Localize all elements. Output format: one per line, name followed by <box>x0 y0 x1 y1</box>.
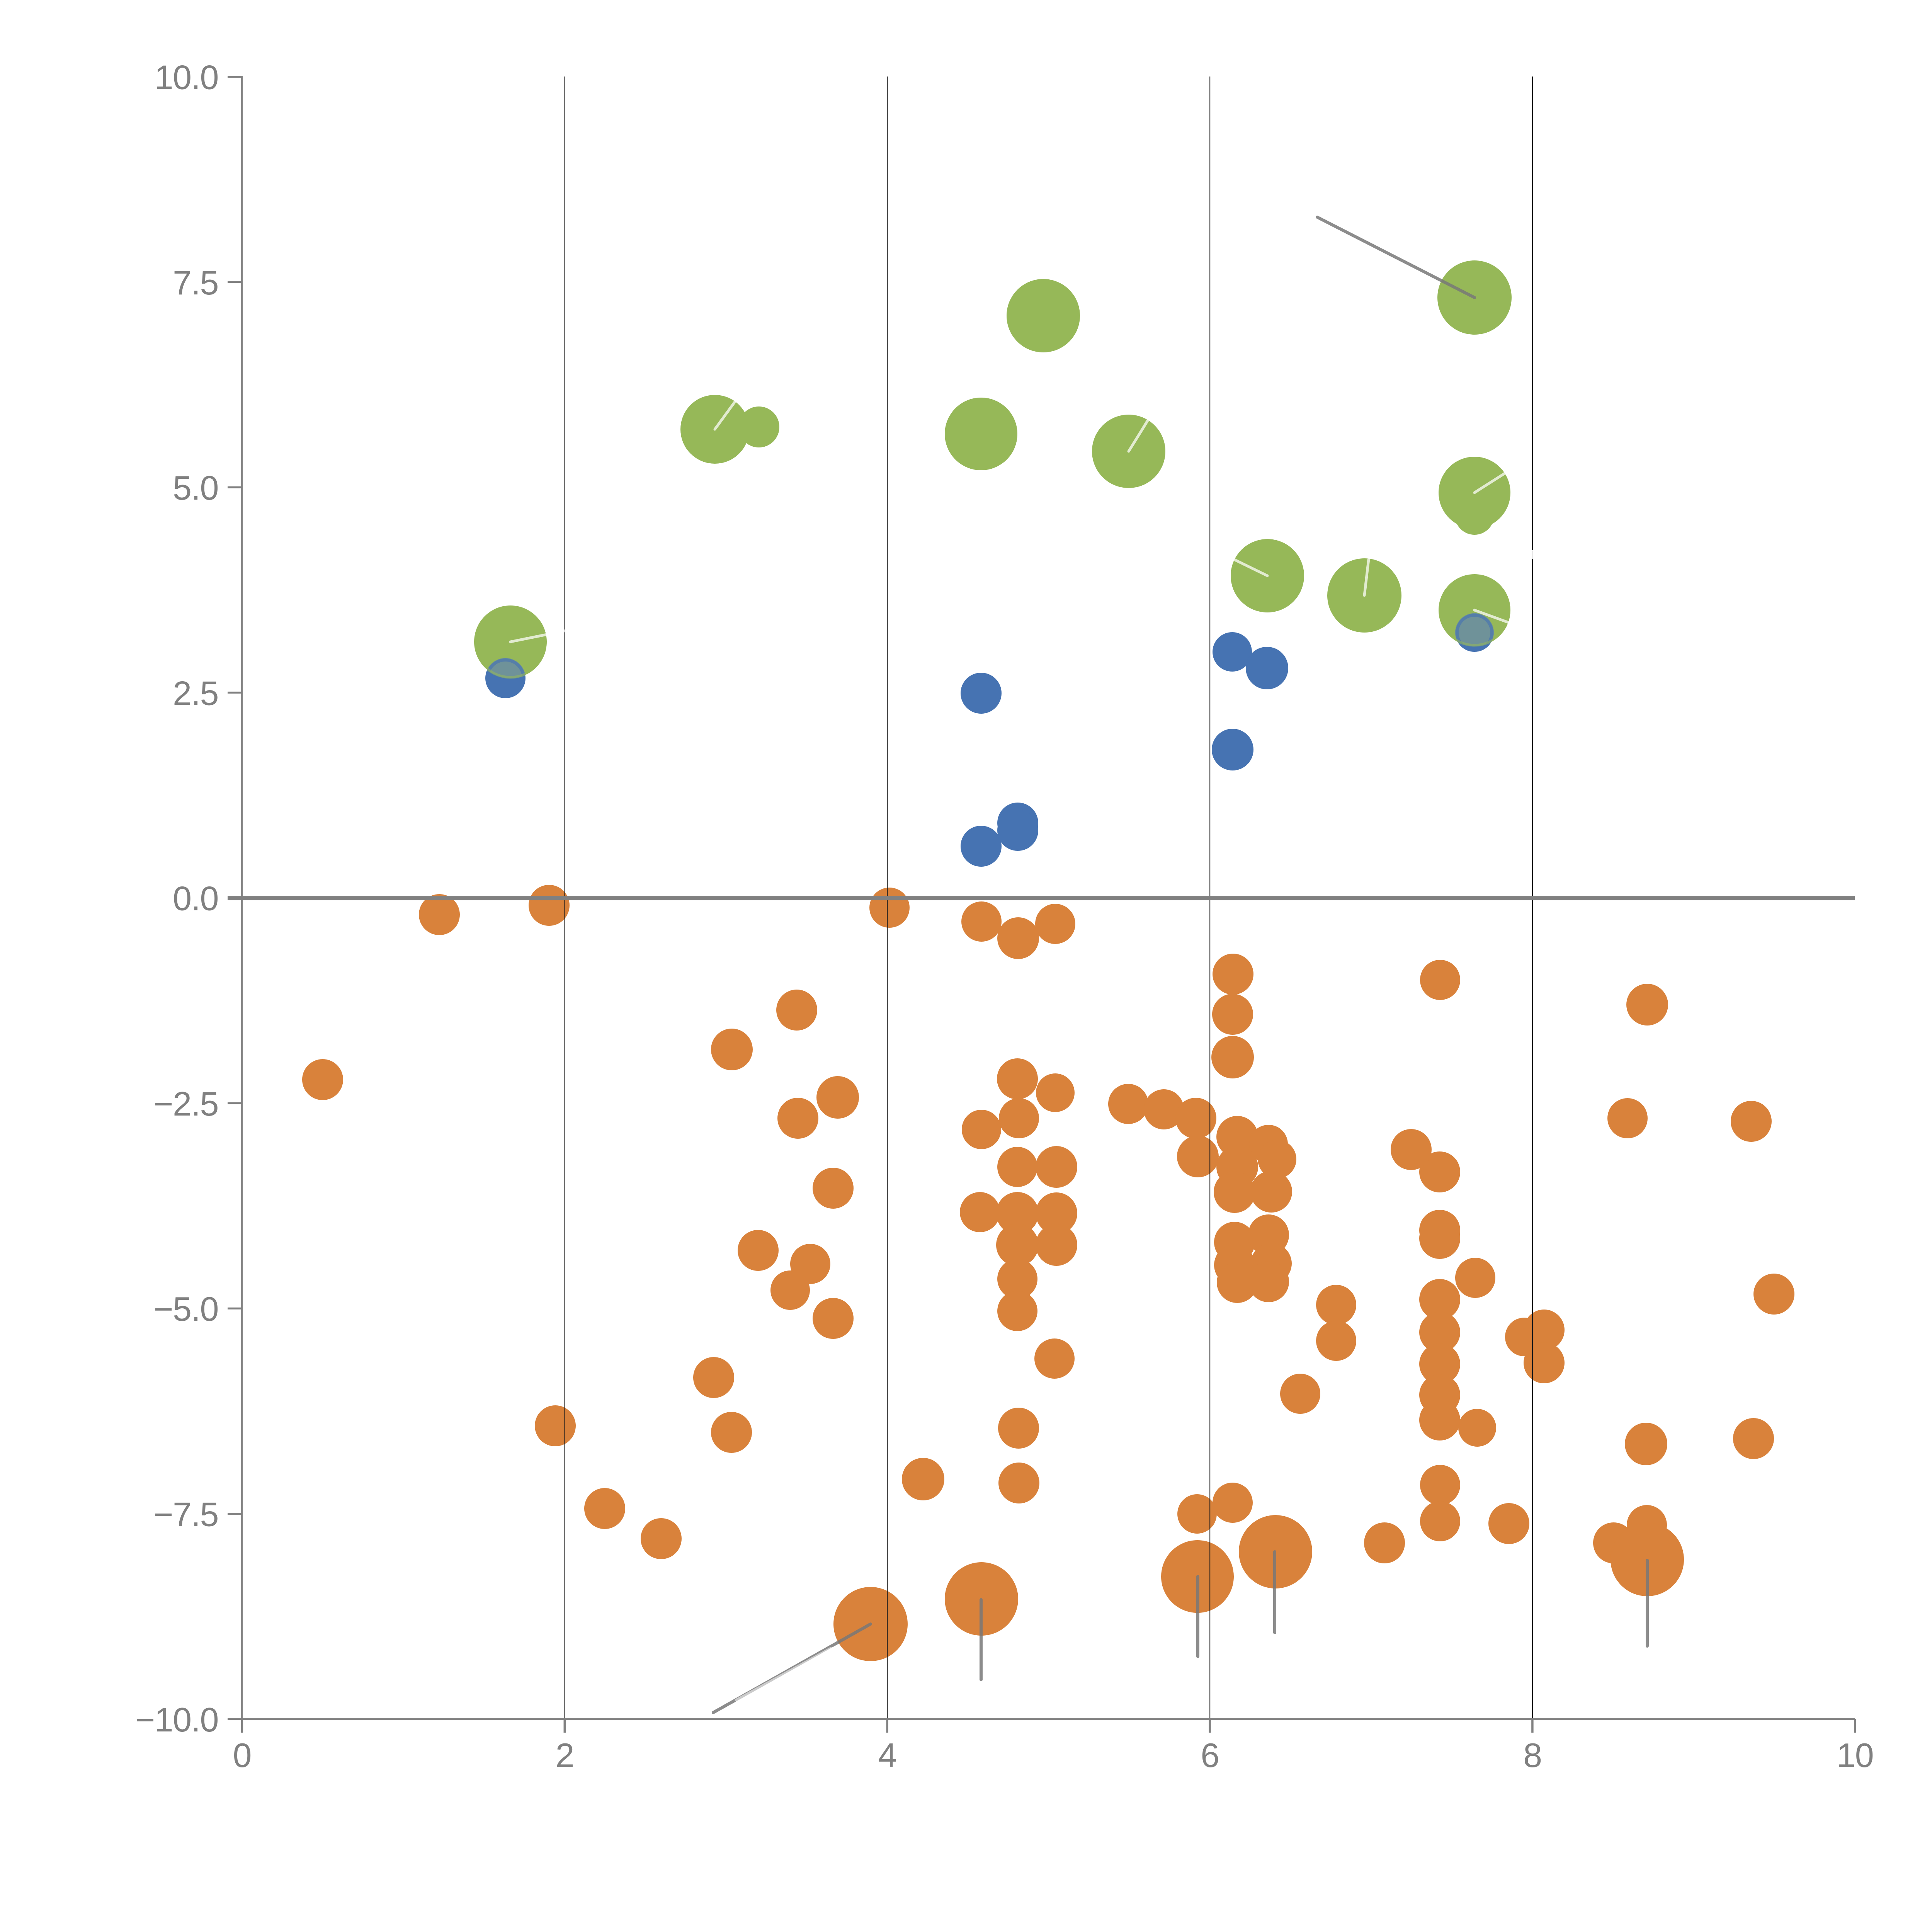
svg-text:10: 10 <box>1837 1736 1873 1774</box>
svg-text:−10.0: −10.0 <box>135 1701 218 1739</box>
svg-text:−5.0: −5.0 <box>153 1290 218 1328</box>
svg-text:0.0: 0.0 <box>173 879 218 918</box>
svg-text:2.5: 2.5 <box>173 674 218 712</box>
svg-text:10.0: 10.0 <box>155 58 218 97</box>
svg-text:6: 6 <box>1201 1736 1219 1774</box>
svg-text:8: 8 <box>1523 1736 1541 1774</box>
svg-text:−7.5: −7.5 <box>153 1495 218 1534</box>
svg-text:0: 0 <box>233 1736 251 1774</box>
svg-text:4: 4 <box>878 1736 896 1774</box>
svg-text:2: 2 <box>556 1736 574 1774</box>
svg-text:7.5: 7.5 <box>173 264 218 302</box>
svg-text:−2.5: −2.5 <box>153 1085 218 1123</box>
svg-text:5.0: 5.0 <box>173 469 218 507</box>
